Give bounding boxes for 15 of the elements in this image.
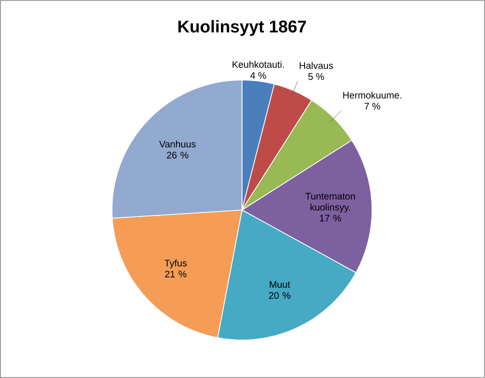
data-label: 26 % xyxy=(166,152,188,158)
slice-label: Muut xyxy=(270,281,290,288)
data-label: 4 % xyxy=(250,72,266,79)
slice-label: Hermokuume. xyxy=(343,92,402,99)
slice-label: Vanhuus xyxy=(159,140,196,148)
data-label: 20 % xyxy=(269,292,290,299)
chart-title: Kuolinsyyt 1867 xyxy=(178,20,306,36)
data-label: 5 % xyxy=(308,73,324,80)
slice-label: Halvaus xyxy=(300,62,333,69)
slice-label: Tuntematon kuolinsyy. xyxy=(305,192,355,212)
data-label: 21 % xyxy=(165,270,186,278)
data-label: 7 % xyxy=(364,102,380,110)
data-label: 17 % xyxy=(320,214,342,222)
slice-label: Keuhkotauti. xyxy=(232,60,284,68)
slice-label: Tyfus xyxy=(164,259,187,268)
